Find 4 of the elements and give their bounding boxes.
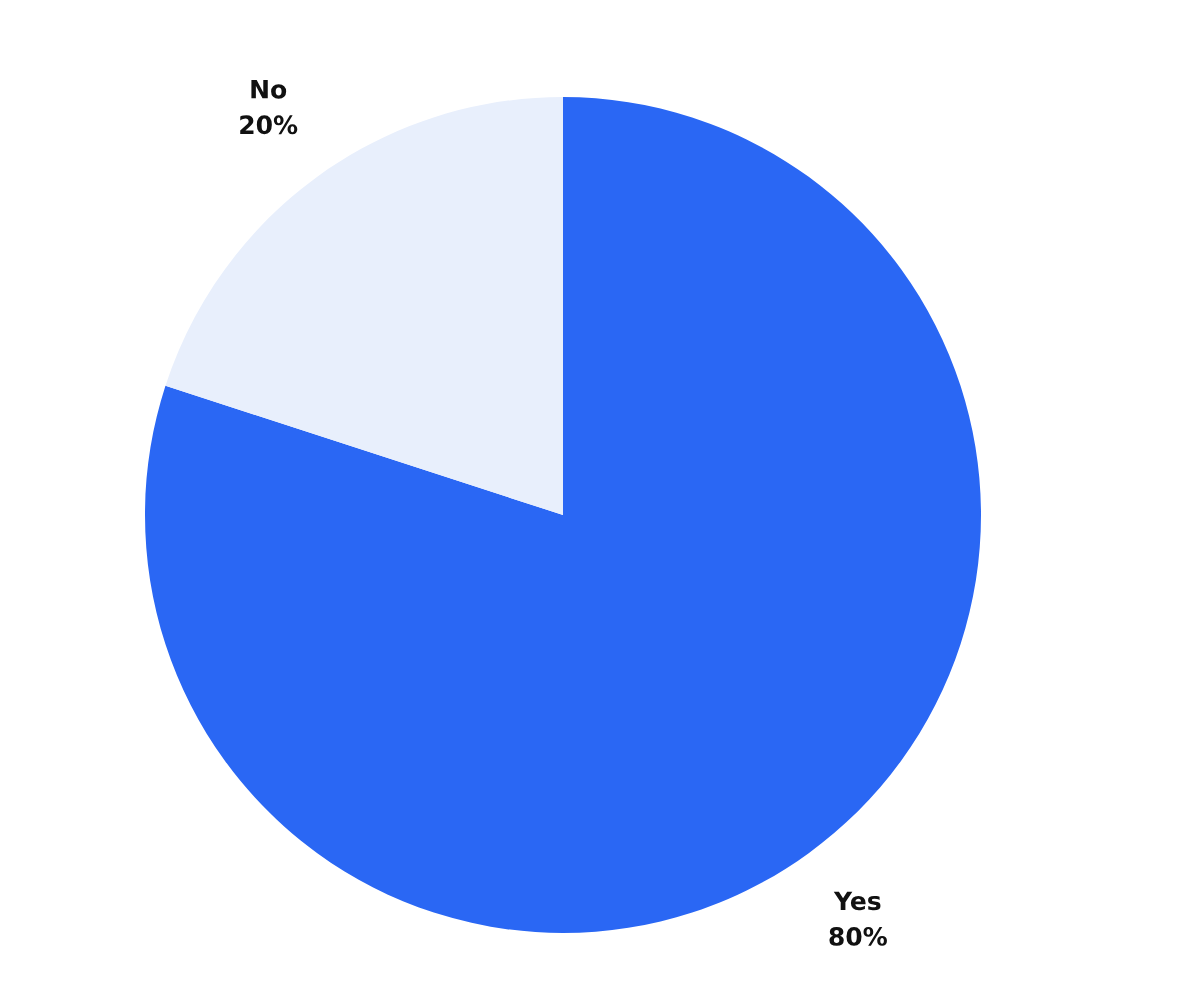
slice-label: Yes [833, 891, 881, 911]
data-label: 20% [240, 115, 298, 135]
slice-label: No [251, 80, 287, 99]
data-label: 80% [829, 926, 887, 946]
